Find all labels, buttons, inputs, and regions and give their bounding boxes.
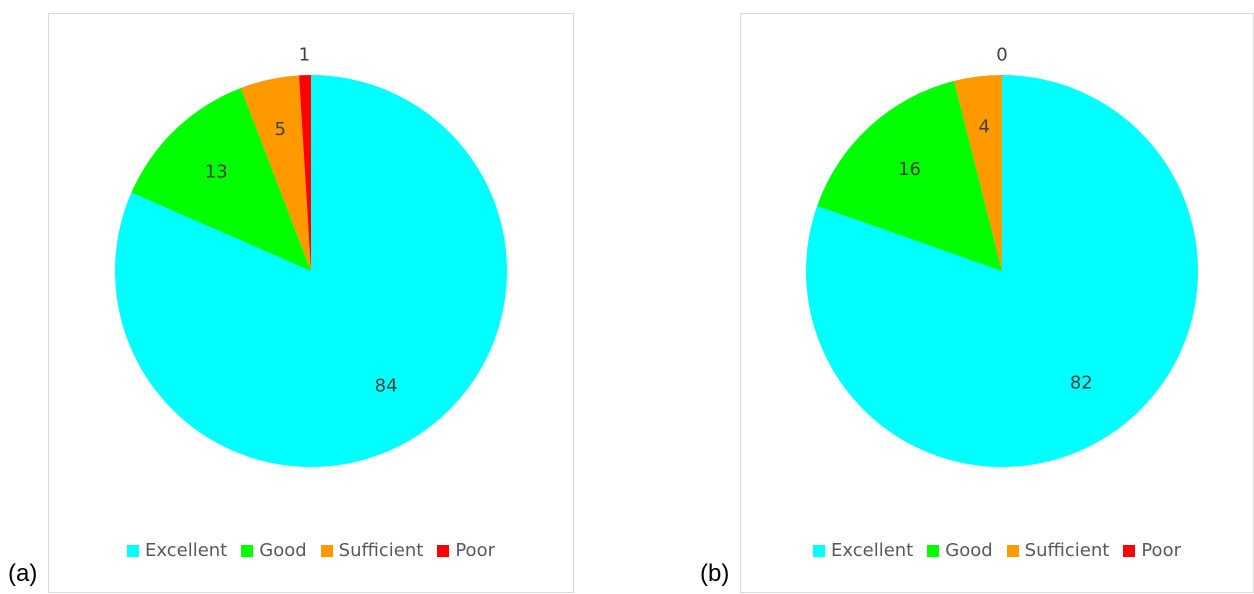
legend-label-excellent-a: Excellent xyxy=(145,540,228,561)
legend-label-poor-a: Poor xyxy=(455,540,495,561)
pie-slice-good-b xyxy=(817,80,1002,271)
legend-item-excellent-b: Excellent xyxy=(813,540,913,561)
legend-item-sufficient-b: Sufficient xyxy=(1006,540,1110,561)
pie-slice-excellent-a xyxy=(114,75,507,467)
data-label-excellent-a: 84 xyxy=(375,375,398,396)
pie-slice-poor-a xyxy=(299,75,311,271)
pie-chart-a: 84 13 5 1 xyxy=(114,45,507,467)
legend-label-sufficient-a: Sufficient xyxy=(338,540,424,561)
data-label-good-a: 13 xyxy=(205,161,228,182)
pie-chart-b: 82 16 4 0 xyxy=(806,45,1198,467)
legend-label-excellent-b: Excellent xyxy=(831,540,914,561)
chart-frame-b: 82 16 4 0 Excellent Good Sufficient Poor xyxy=(740,13,1254,593)
data-label-sufficient-a: 5 xyxy=(275,119,286,140)
legend-label-good-a: Good xyxy=(259,540,307,561)
panel-label-b: (b) xyxy=(700,560,730,587)
legend-b: Excellent Good Sufficient Poor xyxy=(741,540,1253,561)
legend-swatch-poor-a xyxy=(437,544,450,557)
legend-swatch-excellent-b xyxy=(813,544,826,557)
legend-item-excellent-a: Excellent xyxy=(127,540,227,561)
data-label-poor-b: 0 xyxy=(996,45,1007,66)
legend-label-poor-b: Poor xyxy=(1141,540,1181,561)
legend-label-sufficient-b: Sufficient xyxy=(1024,540,1110,561)
legend-swatch-poor-b xyxy=(1123,544,1136,557)
legend-item-good-b: Good xyxy=(927,540,993,561)
data-label-poor-a: 1 xyxy=(299,45,310,66)
legend-swatch-good-b xyxy=(927,544,940,557)
chart-frame-a: 84 13 5 1 Excellent Good Sufficient Poor xyxy=(48,13,574,593)
legend-item-sufficient-a: Sufficient xyxy=(320,540,424,561)
data-label-excellent-b: 82 xyxy=(1070,372,1093,393)
legend-item-poor-b: Poor xyxy=(1123,540,1181,561)
legend-item-poor-a: Poor xyxy=(437,540,495,561)
legend-item-good-a: Good xyxy=(241,540,307,561)
pie-slice-sufficient-b xyxy=(954,75,1002,271)
pie-slice-good-a xyxy=(131,87,311,272)
legend-swatch-good-a xyxy=(241,544,254,557)
legend-swatch-sufficient-b xyxy=(1006,544,1019,557)
legend-label-good-b: Good xyxy=(945,540,993,561)
legend-a: Excellent Good Sufficient Poor xyxy=(49,540,573,561)
data-label-good-b: 16 xyxy=(898,159,921,180)
legend-swatch-excellent-a xyxy=(127,544,140,557)
panel-label-a: (a) xyxy=(8,560,38,587)
legend-swatch-sufficient-a xyxy=(320,544,333,557)
pie-slice-sufficient-a xyxy=(240,75,311,271)
data-label-sufficient-b: 4 xyxy=(978,117,989,138)
